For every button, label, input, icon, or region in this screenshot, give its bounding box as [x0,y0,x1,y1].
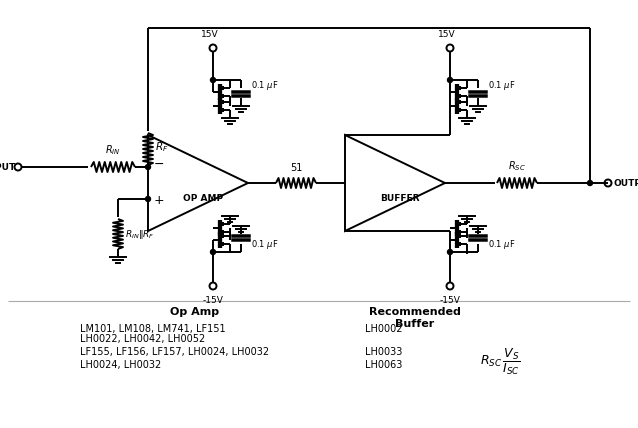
Text: 0.1 $\mu$F: 0.1 $\mu$F [488,238,516,250]
Text: OUTPUT: OUTPUT [613,178,638,187]
Text: -15V: -15V [202,296,223,305]
Text: Op Amp: Op Amp [170,307,219,317]
Text: LF155, LF156, LF157, LH0024, LH0032: LF155, LF156, LF157, LH0024, LH0032 [80,347,269,357]
Text: 0.1 $\mu$F: 0.1 $\mu$F [488,78,516,92]
Text: LH0022, LH0042, LH0052: LH0022, LH0042, LH0052 [80,334,205,344]
Circle shape [588,181,593,185]
Circle shape [211,77,216,83]
Text: $R_{IN}\|R_F$: $R_{IN}\|R_F$ [125,228,154,241]
Text: LH0063: LH0063 [365,360,403,370]
Circle shape [447,250,452,255]
Text: INPUT: INPUT [0,163,15,172]
Text: BUFFER: BUFFER [380,193,420,202]
Circle shape [145,196,151,202]
Text: Recommended
Buffer: Recommended Buffer [369,307,461,329]
Text: 51: 51 [290,163,302,173]
Text: 15V: 15V [438,30,456,39]
Text: LM101, LM108, LM741, LF151: LM101, LM108, LM741, LF151 [80,324,226,334]
Text: LH0024, LH0032: LH0024, LH0032 [80,360,161,370]
Text: 0.1 $\mu$F: 0.1 $\mu$F [251,238,279,250]
Text: OP AMP: OP AMP [183,193,223,202]
Text: $R_{SC}\,\dfrac{V_S}{I_{SC}}$: $R_{SC}\,\dfrac{V_S}{I_{SC}}$ [480,347,521,377]
Text: 0.1 $\mu$F: 0.1 $\mu$F [251,78,279,92]
Text: $+$: $+$ [153,193,164,206]
Text: -15V: -15V [440,296,461,305]
Text: 15V: 15V [201,30,219,39]
Circle shape [145,164,151,169]
Circle shape [447,77,452,83]
Text: $R_{SC}$: $R_{SC}$ [508,159,526,173]
Circle shape [211,250,216,255]
Text: LH0033: LH0033 [365,347,403,357]
Text: $-$: $-$ [153,157,164,169]
Text: $R_{IN}$: $R_{IN}$ [105,143,121,157]
Text: $R_F$: $R_F$ [155,140,168,154]
Text: LH0002: LH0002 [365,324,403,334]
